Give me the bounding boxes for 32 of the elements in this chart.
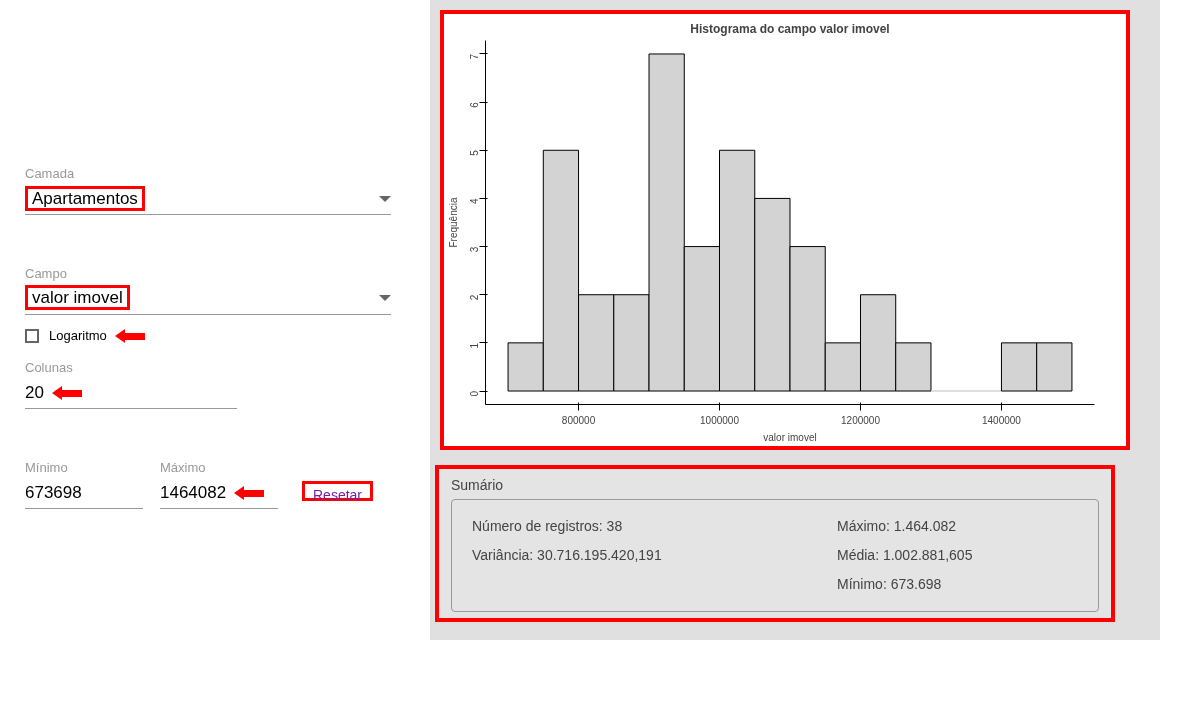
y-tick-label: 2 (469, 294, 481, 301)
chart-title: Histograma do campo valor imovel (690, 21, 890, 36)
text: valor imovel (25, 285, 130, 311)
x-tick-label: 1400000 (981, 414, 1022, 426)
text: Máximo (160, 459, 207, 478)
y-tick-label: 1 (469, 342, 481, 349)
text: Média: 1.002.881,605 (837, 547, 973, 563)
text: Logaritmo (48, 326, 108, 345)
y-tick-label: 5 (469, 149, 481, 156)
text: Mínimo: 673.698 (837, 576, 942, 592)
x-tick-label: 1200000 (841, 414, 881, 426)
text: Sumário (451, 476, 505, 495)
text: Máximo: 1.464.082 (837, 518, 957, 534)
y-tick-label: 6 (469, 101, 481, 108)
text: Número de registros: 38 (472, 518, 623, 534)
text: Variância: 30.716.195.420,191 (472, 547, 662, 563)
text: 20 (25, 377, 237, 410)
text: Apartamentos (25, 185, 145, 211)
x-tick-label: 800000 (561, 414, 596, 426)
text: 1464082 (160, 477, 278, 509)
text: Campo (25, 264, 68, 283)
text: Camada (25, 165, 76, 183)
x-tick-label: 1000000 (700, 414, 740, 426)
y-tick-label: 3 (469, 246, 481, 253)
y-tick-label: 7 (469, 53, 481, 60)
y-tick-label: 0 (469, 390, 481, 397)
text: Colunas (25, 359, 74, 378)
y-axis-title: Frequência (447, 197, 459, 248)
text: 673698 (25, 477, 143, 509)
text: Mínimo (25, 459, 69, 478)
x-axis-title: valor imovel (763, 431, 817, 443)
y-tick-label: 4 (469, 197, 481, 204)
